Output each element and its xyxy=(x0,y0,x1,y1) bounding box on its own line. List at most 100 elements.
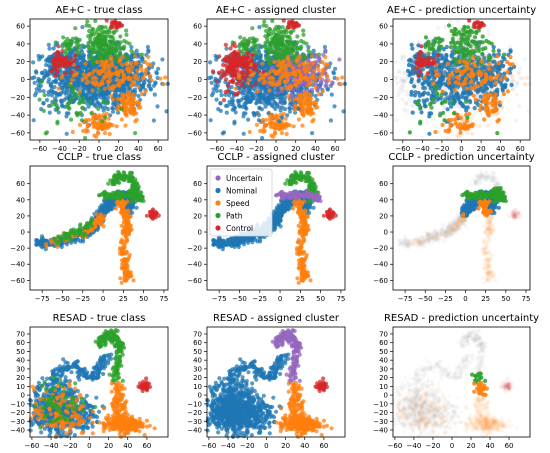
scatter-point xyxy=(51,46,56,51)
scatter-point xyxy=(56,86,61,91)
scatter-point xyxy=(293,72,298,77)
scatter-point xyxy=(95,59,100,65)
scatter-points xyxy=(30,18,170,141)
scatter-point xyxy=(143,89,148,94)
scatter-point xyxy=(238,35,243,40)
scatter-point xyxy=(304,41,309,46)
scatter-point xyxy=(395,75,400,80)
scatter-point xyxy=(136,93,141,99)
scatter-point xyxy=(316,52,322,57)
scatter-point xyxy=(93,95,98,100)
y-tick-label: 20 xyxy=(16,58,25,66)
scatter-point xyxy=(514,92,520,97)
scatter-point xyxy=(118,34,123,39)
scatter-point xyxy=(306,48,311,53)
scatter-point xyxy=(239,49,244,54)
scatter-point xyxy=(515,81,520,86)
scatter-point xyxy=(252,39,257,44)
scatter-point xyxy=(46,58,51,64)
scatter-point xyxy=(42,74,47,79)
scatter-point xyxy=(109,60,114,65)
scatter-point xyxy=(230,100,235,105)
scatter-point xyxy=(295,34,300,39)
scatter-point xyxy=(250,53,255,58)
scatter-point xyxy=(258,52,263,58)
scatter-point xyxy=(101,99,106,104)
scatter-point xyxy=(123,96,128,101)
scatter-point xyxy=(233,86,238,91)
scatter-point xyxy=(294,83,299,88)
scatter-point xyxy=(208,60,213,65)
scatter-point xyxy=(80,25,85,30)
scatter-point xyxy=(73,26,78,31)
y-tick-label: 40 xyxy=(193,40,202,48)
scatter-point xyxy=(59,100,64,105)
scatter-point xyxy=(135,68,140,73)
scatter-point xyxy=(46,89,51,95)
scatter-point xyxy=(241,131,246,136)
scatter-point xyxy=(278,99,283,104)
scatter-point xyxy=(126,92,131,97)
scatter-point xyxy=(68,96,73,101)
scatter-point xyxy=(119,23,124,28)
scatter-point xyxy=(241,75,247,80)
scatter-point xyxy=(134,48,139,53)
scatter-point xyxy=(163,75,168,80)
scatter-point xyxy=(307,96,312,101)
scatter-point xyxy=(412,93,417,98)
scatter-point xyxy=(246,77,251,82)
scatter-point xyxy=(279,123,284,129)
scatter-point xyxy=(225,103,230,108)
scatter-point xyxy=(513,118,519,123)
scatter-point xyxy=(270,92,275,97)
scatter-point xyxy=(267,76,272,81)
scatter-point xyxy=(92,36,97,42)
scatter-point xyxy=(326,78,331,83)
scatter-point xyxy=(243,111,248,116)
scatter-point xyxy=(134,73,139,78)
scatter-point xyxy=(110,123,115,128)
scatter-point xyxy=(522,57,527,62)
scatter-point xyxy=(258,96,263,101)
scatter-point xyxy=(251,44,256,49)
scatter-point xyxy=(261,117,266,123)
scatter-point xyxy=(136,100,141,105)
scatter-point xyxy=(43,68,48,73)
scatter-point xyxy=(288,30,293,36)
scatter-point xyxy=(88,84,93,89)
scatter-point xyxy=(78,74,83,79)
scatter-point xyxy=(84,117,89,123)
scatter-point xyxy=(127,41,132,46)
scatter-point xyxy=(278,41,283,46)
scatter-point xyxy=(231,77,236,83)
scatter-point xyxy=(153,81,158,86)
scatter-point xyxy=(83,135,88,141)
scatter-point xyxy=(80,106,85,111)
scatter-point xyxy=(254,101,259,106)
scatter-point xyxy=(291,65,296,71)
scatter-point xyxy=(284,39,289,44)
scatter-point xyxy=(318,75,323,80)
scatter-point xyxy=(49,84,54,89)
scatter-point xyxy=(214,97,219,102)
scatter-point xyxy=(516,71,522,76)
scatter-point xyxy=(302,62,307,67)
scatter-point xyxy=(145,44,150,50)
scatter-point xyxy=(264,100,270,105)
scatter-point xyxy=(69,70,74,75)
scatter-point xyxy=(254,81,259,86)
scatter-point xyxy=(279,115,284,120)
scatter-point xyxy=(117,83,122,88)
scatter-point xyxy=(55,121,60,126)
scatter-point xyxy=(244,60,250,65)
scatter-point xyxy=(286,60,291,65)
scatter-point xyxy=(53,73,58,78)
scatter-point xyxy=(282,100,287,106)
scatter-point xyxy=(245,96,250,101)
scatter-point xyxy=(234,82,239,87)
scatter-point xyxy=(69,77,74,82)
scatter-point xyxy=(232,105,237,110)
scatter-point xyxy=(234,92,239,97)
scatter-point xyxy=(237,44,242,50)
